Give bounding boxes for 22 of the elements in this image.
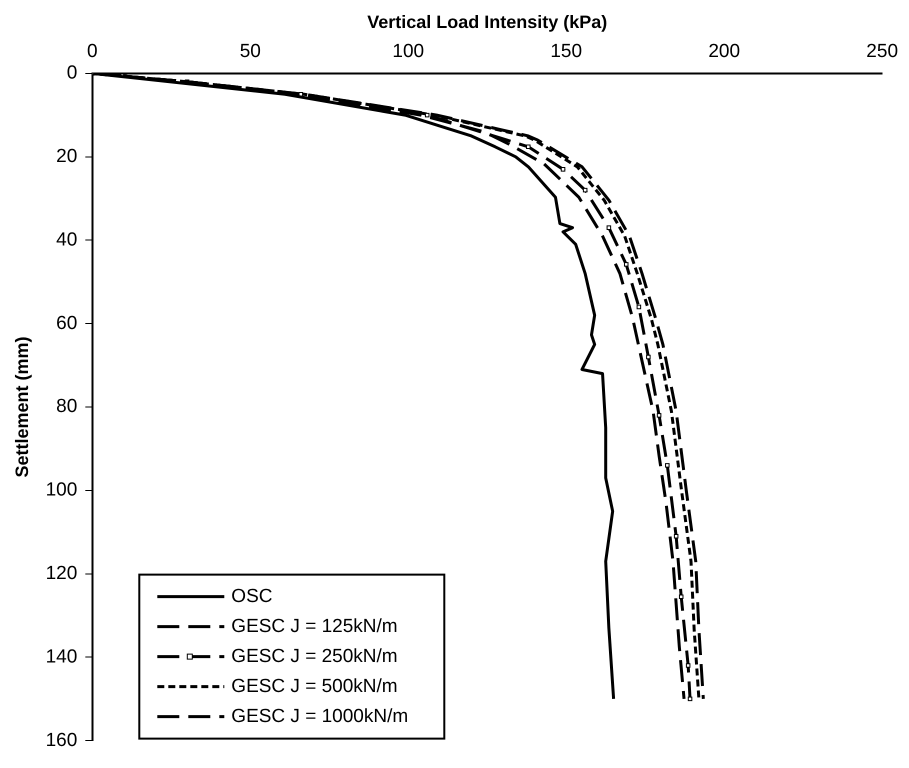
- x-tick-label: 0: [87, 41, 98, 62]
- y-axis-title: Settlement (mm): [12, 336, 32, 478]
- y-tick-label: 20: [56, 146, 78, 168]
- x-tick-label: 250: [866, 41, 898, 62]
- y-tick-label: 120: [46, 563, 78, 584]
- legend-label: OSC: [231, 586, 272, 607]
- x-axis-title: Vertical Load Intensity (kPa): [367, 12, 608, 32]
- x-tick-label: 150: [550, 41, 582, 62]
- x-tick-label: 50: [240, 41, 261, 62]
- legend-label: GESC J = 500kN/m: [231, 676, 398, 697]
- y-tick-label: 100: [46, 480, 78, 501]
- y-tick-label: 60: [56, 312, 78, 334]
- y-tick-label: 0: [66, 62, 78, 84]
- y-tick-label: 40: [56, 229, 78, 250]
- y-tick-label: 140: [46, 646, 78, 668]
- y-tick-label: 160: [46, 730, 78, 751]
- legend-label: GESC J = 1000kN/m: [231, 706, 408, 727]
- legend-label: GESC J = 125kN/m: [231, 616, 398, 637]
- x-tick-label: 100: [392, 41, 424, 62]
- legend-label: GESC J = 250kN/m: [231, 646, 398, 667]
- y-tick-label: 80: [56, 396, 78, 418]
- x-tick-label: 200: [708, 41, 740, 62]
